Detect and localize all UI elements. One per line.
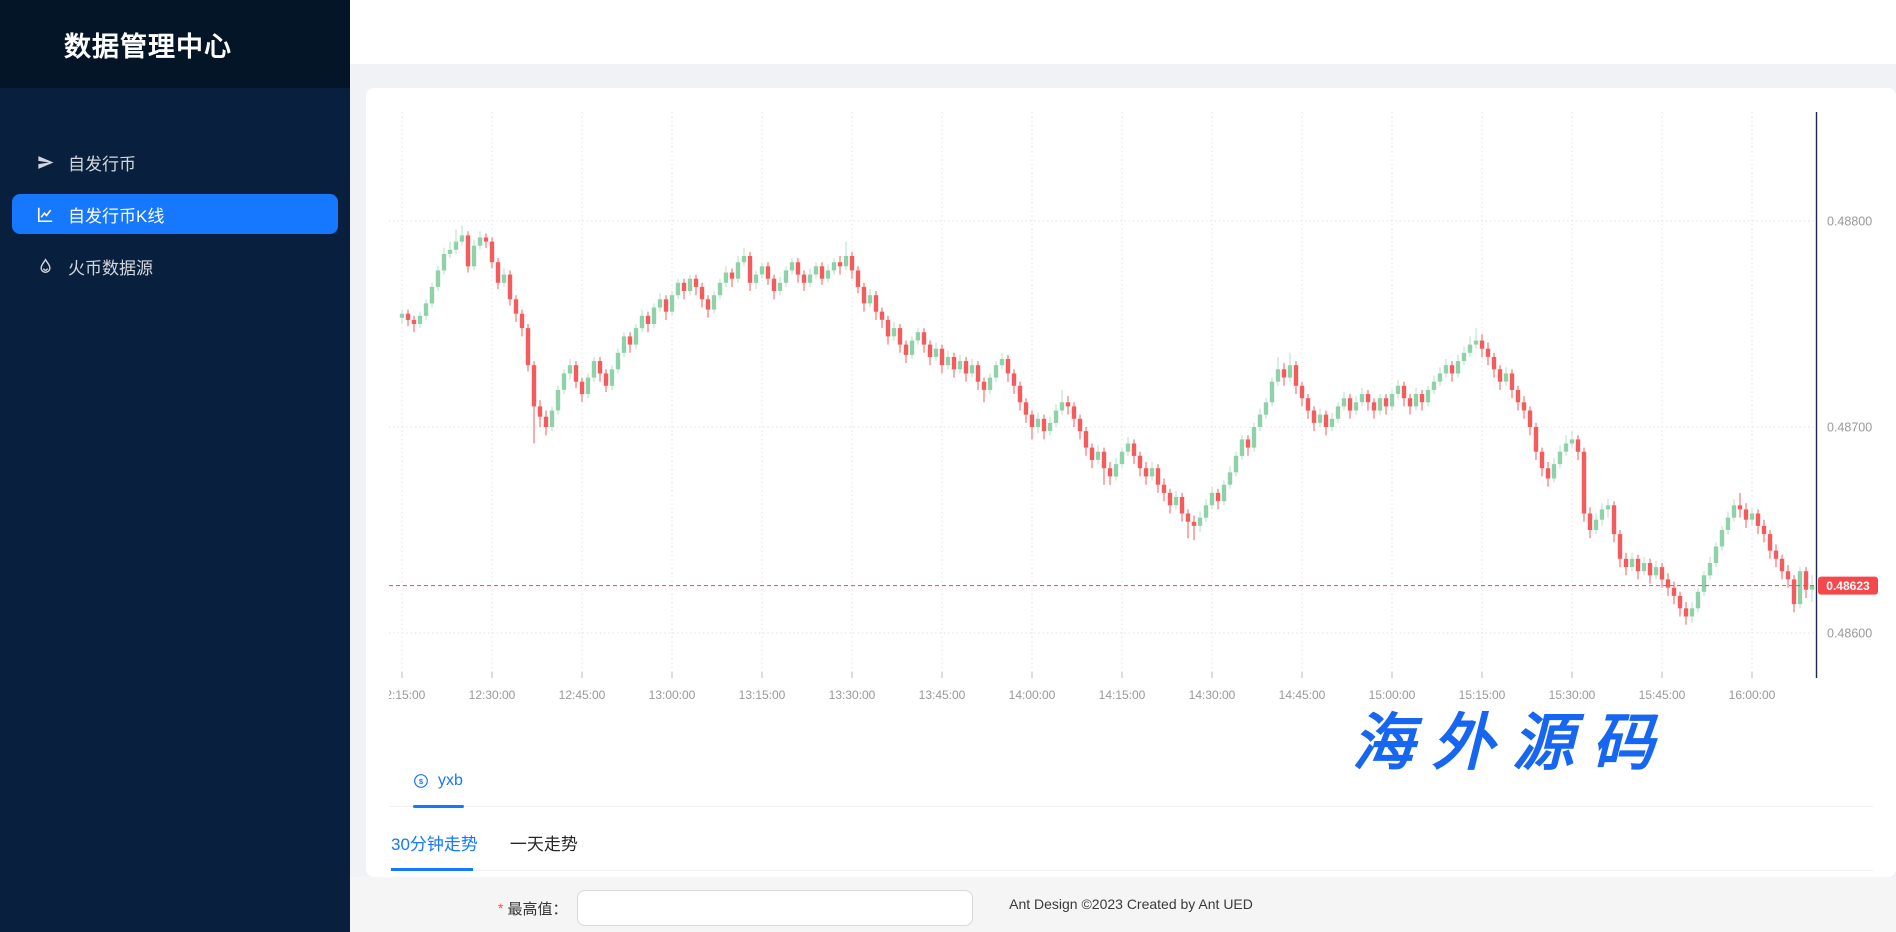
fire-icon xyxy=(36,257,55,276)
tab-yxb[interactable]: $ yxb xyxy=(413,772,463,790)
candles-layer xyxy=(399,225,1815,625)
svg-text:12:30:00: 12:30:00 xyxy=(469,688,516,702)
sidebar-item-label: 火币数据源 xyxy=(68,258,153,278)
sidebar-item-self-issue-coin[interactable]: 自发行币 xyxy=(12,142,338,182)
svg-text:0.48623: 0.48623 xyxy=(1826,579,1870,593)
svg-text:12:45:00: 12:45:00 xyxy=(559,688,606,702)
svg-text:14:15:00: 14:15:00 xyxy=(1099,688,1146,702)
svg-text:13:15:00: 13:15:00 xyxy=(739,688,786,702)
line-chart-icon xyxy=(36,205,55,224)
kline-chart[interactable]: 12:15:00 12:30:00 12:45:00 13:00:00 13:15:00… xyxy=(389,88,1896,877)
sidebar-header: 数据管理中心 xyxy=(0,0,350,88)
tab-yxb-label: yxb xyxy=(438,772,463,789)
max-value-label: 最高值： xyxy=(507,900,568,918)
sidebar-item-self-issue-coin-kline[interactable]: 自发行币K线 xyxy=(12,194,338,234)
dollar-circle-icon: $ xyxy=(413,773,429,789)
svg-text:0.48700: 0.48700 xyxy=(1827,421,1872,435)
svg-text:15:45:00: 15:45:00 xyxy=(1639,688,1686,702)
sidebar-menu: 自发行币自发行币K线 火币数据源 xyxy=(0,142,350,286)
trend-active-inkbar xyxy=(391,868,473,871)
send-icon xyxy=(36,153,55,172)
svg-text:15:15:00: 15:15:00 xyxy=(1459,688,1506,702)
svg-text:12:15:00: 12:15:00 xyxy=(389,688,426,702)
svg-text:0.48600: 0.48600 xyxy=(1827,627,1872,641)
svg-text:14:00:00: 14:00:00 xyxy=(1009,688,1056,702)
page-header xyxy=(350,0,1896,64)
svg-text:15:30:00: 15:30:00 xyxy=(1549,688,1596,702)
tab-trend-30min[interactable]: 30分钟走势 xyxy=(391,835,478,854)
tab-trend-1day[interactable]: 一天走势 xyxy=(509,835,578,854)
active-tab-inkbar xyxy=(413,805,464,808)
footer-text: Ant Design ©2023 Created by Ant UED xyxy=(1009,896,1253,912)
max-value-input[interactable] xyxy=(577,890,974,926)
svg-text:13:45:00: 13:45:00 xyxy=(919,688,966,702)
kline-card xyxy=(366,88,1896,877)
svg-text:13:00:00: 13:00:00 xyxy=(649,688,696,702)
tabs-divider xyxy=(390,806,1873,807)
max-value-form-item: * 最高值： xyxy=(498,890,974,926)
svg-text:15:00:00: 15:00:00 xyxy=(1369,688,1416,702)
x-axis: 12:15:00 12:30:00 12:45:00 13:00:00 13:15:00… xyxy=(389,112,1776,702)
app-title: 数据管理中心 xyxy=(64,31,232,62)
trend-tabs: 30分钟走势 一天走势 xyxy=(391,830,578,855)
trend-tabs-divider xyxy=(390,870,1873,871)
current-price-marker: 0.48623 xyxy=(389,576,1878,595)
svg-text:$: $ xyxy=(419,777,424,786)
svg-text:0.48800: 0.48800 xyxy=(1827,215,1872,229)
svg-text:16:00:00: 16:00:00 xyxy=(1729,688,1776,702)
svg-text:14:30:00: 14:30:00 xyxy=(1189,688,1236,702)
watermark-text: 海外源码 xyxy=(1352,710,1673,778)
svg-text:14:45:00: 14:45:00 xyxy=(1279,688,1326,702)
sidebar-item-huobi-data-source[interactable]: 火币数据源 xyxy=(12,246,338,286)
required-mark: * xyxy=(498,900,504,916)
sidebar-item-label: 自发行币 xyxy=(68,154,136,174)
y-axis: 0.48600 0.48700 0.48800 xyxy=(389,215,1872,641)
svg-text:13:30:00: 13:30:00 xyxy=(829,688,876,702)
sidebar: 数据管理中心 自发行币自发行币K线 火币数据源 xyxy=(0,0,350,932)
sidebar-item-label: 自发行币K线 xyxy=(68,206,165,226)
